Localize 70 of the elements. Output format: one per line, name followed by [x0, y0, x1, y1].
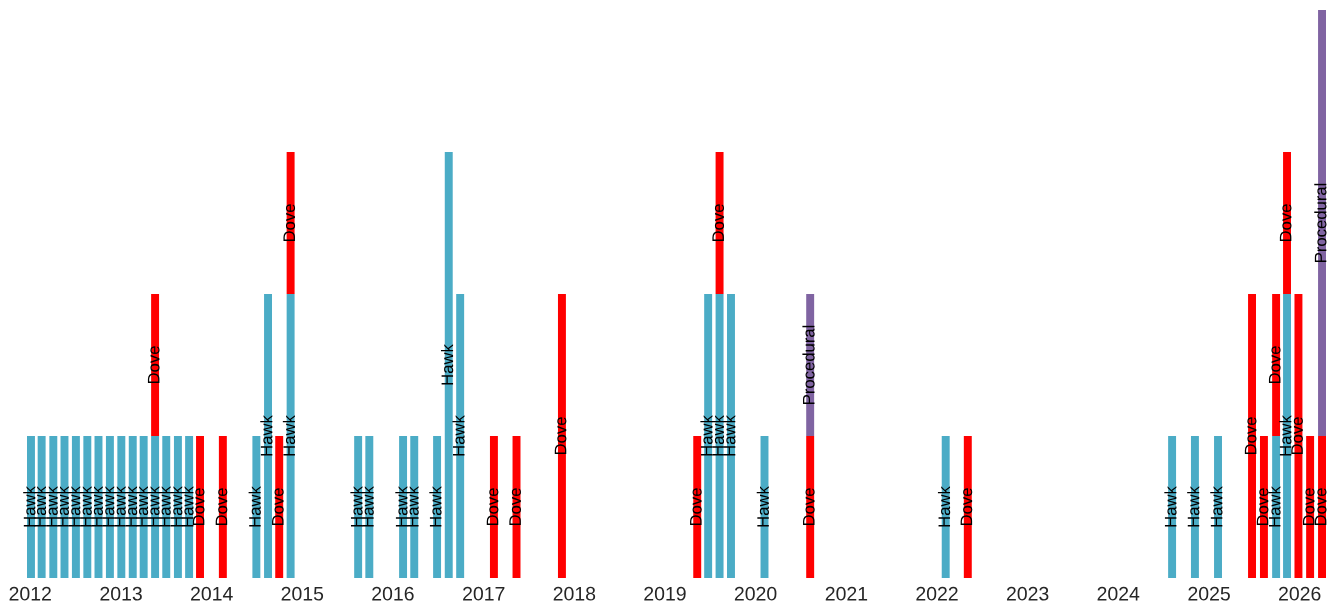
text: Hawk [756, 486, 769, 527]
text: Dove [215, 488, 228, 526]
text: Hawk [147, 486, 160, 527]
text: Hawk [395, 486, 408, 527]
text: Hawk [158, 486, 171, 527]
x-tick-label: 2022 [916, 586, 958, 601]
x-tick-label: 2016 [372, 586, 414, 601]
text: Hawk [1210, 486, 1223, 527]
x-tick-label: 2017 [463, 586, 505, 601]
text: Hawk [711, 415, 725, 456]
text: Dove [1291, 417, 1303, 455]
text: Dove [272, 488, 284, 526]
text: Hawk [1164, 486, 1177, 527]
text: Hawk [361, 486, 374, 527]
text: Dove [1302, 488, 1315, 526]
text: Hawk [113, 486, 126, 527]
text: Hawk [350, 486, 363, 527]
x-tick-label: 2012 [9, 586, 51, 601]
text: Hawk [260, 415, 273, 456]
text: Hawk [1279, 415, 1292, 456]
text: Dove [1268, 346, 1281, 384]
x-tick-label: 2013 [100, 586, 142, 601]
text: Hawk [406, 486, 419, 527]
text: Hawk [56, 486, 69, 527]
series-label: Hawk [170, 486, 183, 527]
x-tick-label: 2019 [644, 586, 686, 601]
text: Hawk [135, 486, 149, 527]
text: Hawk [90, 486, 103, 527]
x-tick-label: 2025 [1188, 586, 1230, 601]
x-tick-label: 2021 [825, 586, 868, 601]
text: Hawk [723, 415, 736, 456]
text: Dove [803, 488, 815, 526]
text: Hawk [45, 486, 58, 527]
text: Hawk [440, 344, 454, 385]
text: Hawk [452, 415, 465, 456]
text: Hawk [33, 486, 47, 527]
text: Dove [1256, 488, 1269, 526]
text: Hawk [1268, 486, 1281, 527]
x-tick-label: 2015 [281, 586, 324, 601]
text: Dove [554, 417, 567, 455]
x-tick-label: 2026 [1279, 586, 1321, 601]
text: Dove [486, 488, 499, 526]
text: Hawk [248, 486, 261, 527]
text: Hawk [23, 486, 36, 527]
x-tick-label: 2024 [1097, 586, 1140, 601]
text: Dove [283, 204, 296, 242]
text: Hawk [102, 486, 115, 527]
x-tick-label: 2018 [553, 586, 596, 601]
text: Hawk [1187, 486, 1200, 527]
text: Dove [690, 488, 702, 526]
text: Hawk [79, 486, 92, 527]
text: Dove [1314, 488, 1327, 526]
text: Procedural [802, 325, 815, 404]
series-label: Procedural [1314, 183, 1327, 262]
x-tick-label: 2014 [191, 586, 233, 601]
text: Dove [960, 488, 973, 526]
text: Dove [712, 204, 725, 242]
text: Dove [509, 488, 521, 526]
text: Hawk [124, 486, 138, 527]
text: Hawk [700, 415, 713, 456]
series-label: Dove [147, 346, 160, 384]
text: Hawk [282, 415, 296, 456]
text: Hawk [937, 486, 951, 527]
text: Hawk [68, 486, 81, 527]
text: Hawk [429, 486, 442, 527]
text: Hawk [181, 486, 194, 527]
text: Dove [1244, 417, 1257, 455]
text: Dove [1279, 204, 1292, 242]
x-tick-label: 2020 [734, 586, 777, 601]
x-tick-label: 2023 [1006, 586, 1049, 601]
